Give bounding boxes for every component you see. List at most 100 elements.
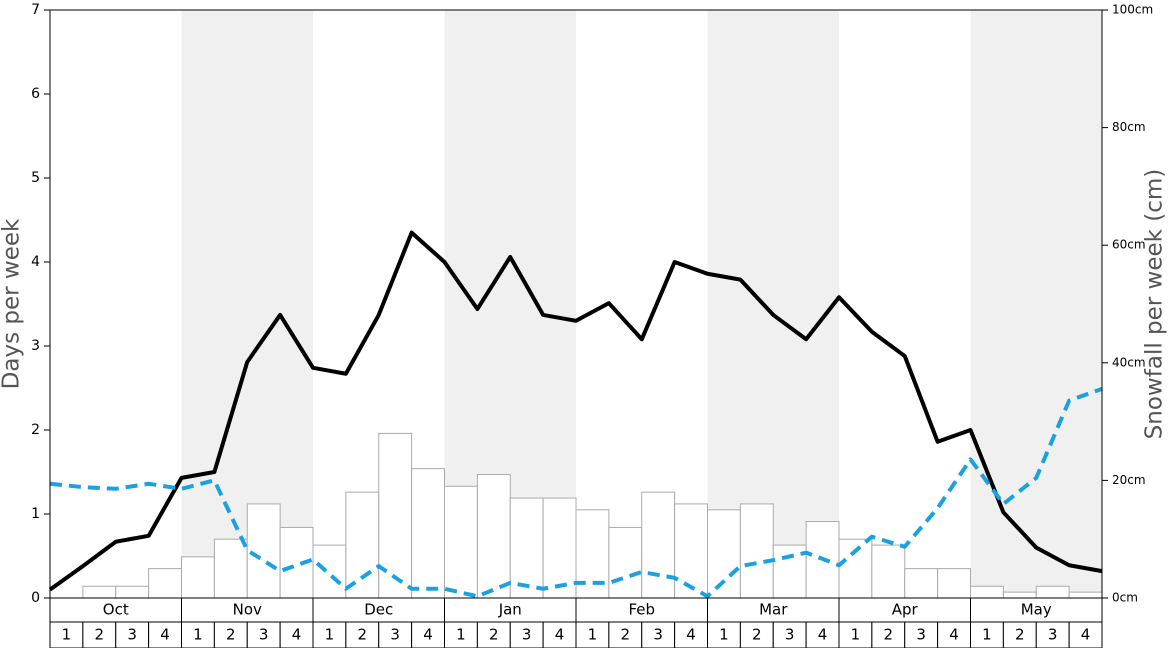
week-label: 1 bbox=[588, 626, 598, 644]
week-cell bbox=[641, 621, 676, 649]
y2-tick-label: 100cm bbox=[1112, 3, 1153, 17]
bar bbox=[476, 474, 511, 599]
month-label: May bbox=[1021, 601, 1052, 619]
bar bbox=[838, 538, 873, 599]
week-label: 1 bbox=[982, 626, 992, 644]
bar bbox=[378, 432, 413, 599]
week-label: 4 bbox=[949, 626, 959, 644]
month-cell bbox=[970, 597, 1103, 623]
week-label: 1 bbox=[851, 626, 861, 644]
week-label: 1 bbox=[719, 626, 729, 644]
week-cell bbox=[312, 621, 347, 649]
week-label: 4 bbox=[555, 626, 565, 644]
week-label: 2 bbox=[884, 626, 894, 644]
week-label: 4 bbox=[292, 626, 302, 644]
y-axis-title: Days per week bbox=[0, 218, 25, 389]
y2-tick-label: 40cm bbox=[1112, 355, 1146, 369]
week-label: 2 bbox=[358, 626, 368, 644]
week-label: 3 bbox=[522, 626, 532, 644]
week-label: 2 bbox=[621, 626, 631, 644]
bar bbox=[1035, 585, 1070, 599]
week-label: 1 bbox=[62, 626, 72, 644]
y2-axis-title: Snowfall per week (cm) bbox=[1142, 169, 1168, 440]
week-cell bbox=[608, 621, 643, 649]
month-label: Apr bbox=[892, 601, 919, 619]
week-label: 3 bbox=[916, 626, 926, 644]
week-cell bbox=[1002, 621, 1037, 649]
bar bbox=[213, 538, 248, 599]
bar bbox=[312, 544, 347, 599]
week-cell bbox=[411, 621, 445, 649]
week-label: 2 bbox=[1015, 626, 1025, 644]
bar bbox=[970, 585, 1004, 599]
y2-tick-label: 80cm bbox=[1112, 120, 1146, 134]
y2-tick-label: 20cm bbox=[1112, 473, 1146, 487]
bar bbox=[444, 485, 478, 599]
y-tick-label: 6 bbox=[31, 86, 40, 102]
month-band bbox=[707, 10, 839, 598]
bar bbox=[246, 503, 281, 599]
y2-tick-label: 60cm bbox=[1112, 238, 1146, 252]
week-label: 1 bbox=[325, 626, 335, 644]
bar bbox=[739, 503, 774, 599]
month-label: Feb bbox=[628, 601, 655, 619]
week-label: 2 bbox=[226, 626, 236, 644]
month-label: Mar bbox=[759, 601, 788, 619]
background bbox=[181, 10, 1102, 598]
bar bbox=[181, 556, 215, 599]
week-cell bbox=[970, 621, 1004, 649]
week-label: 4 bbox=[423, 626, 433, 644]
month-label: Nov bbox=[233, 601, 262, 619]
month-cell bbox=[49, 597, 182, 623]
bar bbox=[674, 503, 708, 599]
y-tick-label: 7 bbox=[31, 2, 40, 18]
bar bbox=[148, 568, 182, 599]
month-cell bbox=[838, 597, 971, 623]
bar bbox=[82, 585, 117, 599]
week-label: 4 bbox=[160, 626, 170, 644]
bar bbox=[411, 468, 445, 599]
y-tick-label: 2 bbox=[31, 422, 40, 438]
bar bbox=[542, 497, 577, 599]
week-label: 3 bbox=[127, 626, 137, 644]
week-label: 1 bbox=[456, 626, 466, 644]
week-label: 3 bbox=[259, 626, 269, 644]
month-label: Jan bbox=[498, 601, 522, 619]
month-label: Oct bbox=[103, 601, 129, 619]
y-tick-label: 0 bbox=[31, 590, 40, 606]
y-tick-label: 4 bbox=[31, 254, 40, 270]
y-tick-label: 3 bbox=[31, 338, 40, 354]
plot-frame bbox=[49, 9, 1103, 599]
week-label: 3 bbox=[785, 626, 795, 644]
y-tick-label: 5 bbox=[31, 170, 40, 186]
week-label: 2 bbox=[489, 626, 499, 644]
bar bbox=[1002, 591, 1037, 599]
week-label: 4 bbox=[686, 626, 696, 644]
bar bbox=[509, 497, 544, 599]
week-label: 2 bbox=[95, 626, 105, 644]
week-label: 4 bbox=[818, 626, 828, 644]
month-band bbox=[181, 10, 313, 598]
bar bbox=[641, 491, 676, 599]
week-cell bbox=[904, 621, 939, 649]
bar bbox=[345, 491, 380, 599]
bar bbox=[937, 568, 971, 599]
bar bbox=[1068, 591, 1103, 599]
week-cell bbox=[49, 621, 84, 649]
week-label: 4 bbox=[1081, 626, 1091, 644]
week-label: 3 bbox=[1048, 626, 1058, 644]
bar bbox=[608, 526, 643, 599]
week-cell bbox=[279, 621, 314, 649]
month-label: Dec bbox=[364, 601, 393, 619]
bar bbox=[115, 585, 150, 599]
week-label: 1 bbox=[193, 626, 203, 644]
week-cell bbox=[838, 621, 873, 649]
y-tick-label: 1 bbox=[31, 506, 40, 522]
month-band bbox=[970, 10, 1102, 598]
week-label: 2 bbox=[752, 626, 762, 644]
week-label: 3 bbox=[653, 626, 663, 644]
week-label: 3 bbox=[390, 626, 400, 644]
bar bbox=[707, 509, 741, 599]
bar bbox=[904, 568, 939, 599]
